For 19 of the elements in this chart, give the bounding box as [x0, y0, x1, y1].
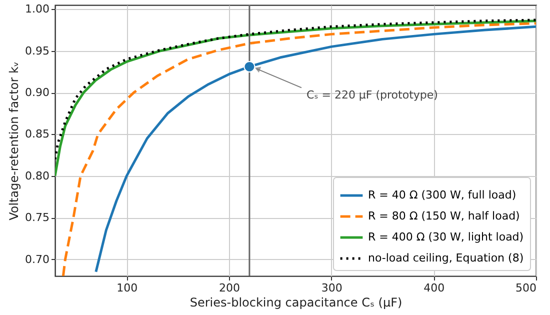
y-axis-title: Voltage-retention factor kᵥ	[7, 62, 22, 220]
legend-label: R = 40 Ω (300 W, full load)	[368, 188, 516, 202]
y-tick-label: 0.75	[25, 211, 50, 224]
x-tick-label: 100	[116, 282, 138, 294]
y-tick-label: 1.00	[25, 2, 50, 16]
legend-label: no-load ceiling, Equation (8)	[368, 252, 524, 264]
x-tick-label: 300	[321, 282, 342, 294]
x-axis-title: Series-blocking capacitance Cₛ (μF)	[190, 296, 402, 310]
y-tick-label: 0.70	[25, 252, 50, 266]
y-tick-label: 0.90	[25, 86, 50, 100]
x-tick-label: 400	[424, 282, 445, 294]
y-tick-label: 0.85	[25, 128, 50, 141]
x-tick-label: 500	[516, 282, 536, 294]
annotation: Cₛ = 220 μF (prototype)	[306, 88, 438, 102]
y-tick-label: 0.80	[25, 169, 50, 182]
legend-label: R = 400 Ω (30 W, light load)	[368, 230, 524, 244]
y-tick-label: 0.95	[25, 44, 50, 58]
x-tick-label: 200	[218, 282, 240, 294]
legend-label: R = 80 Ω (150 W, half load)	[368, 210, 520, 222]
